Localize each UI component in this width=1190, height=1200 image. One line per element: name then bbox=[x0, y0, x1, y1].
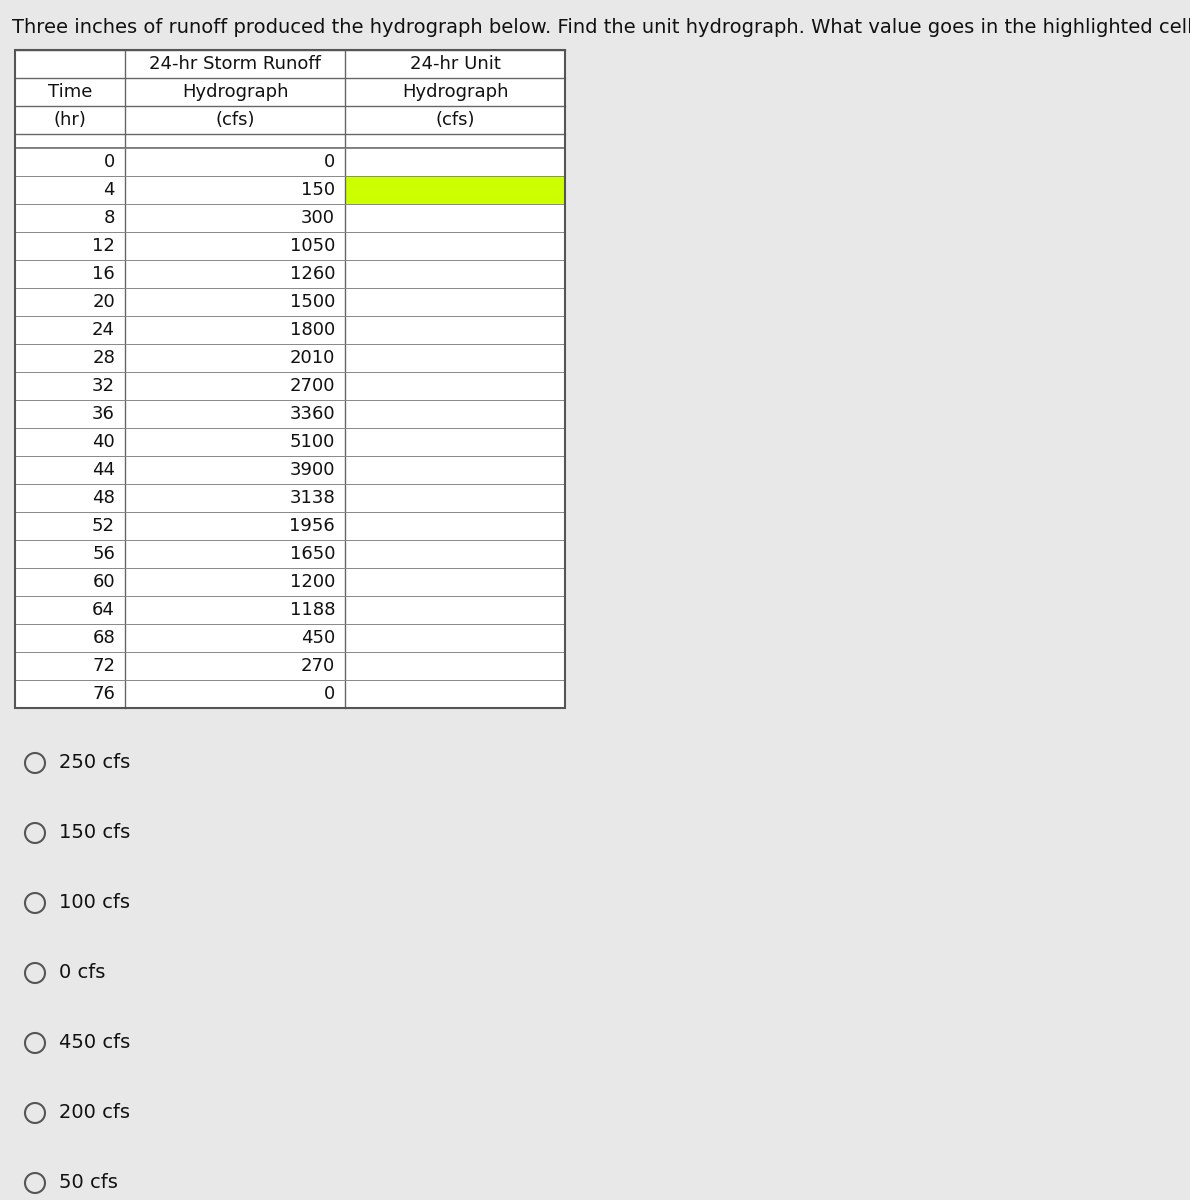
Text: 5100: 5100 bbox=[289, 433, 336, 451]
Text: 68: 68 bbox=[93, 629, 115, 647]
Text: 0: 0 bbox=[324, 685, 336, 703]
Text: 1200: 1200 bbox=[289, 572, 336, 590]
Text: (hr): (hr) bbox=[54, 110, 87, 128]
Text: 1500: 1500 bbox=[289, 293, 336, 311]
Bar bbox=[15, 50, 565, 708]
Bar bbox=[15, 50, 565, 708]
Text: 3138: 3138 bbox=[289, 490, 336, 506]
Text: 270: 270 bbox=[301, 658, 336, 674]
Text: 12: 12 bbox=[92, 236, 115, 254]
Text: 52: 52 bbox=[92, 517, 115, 535]
Text: 3360: 3360 bbox=[289, 404, 336, 422]
Text: 8: 8 bbox=[104, 209, 115, 227]
Text: 16: 16 bbox=[93, 265, 115, 283]
Text: 450: 450 bbox=[301, 629, 336, 647]
Text: 24-hr Unit: 24-hr Unit bbox=[409, 55, 501, 73]
Text: 1260: 1260 bbox=[289, 265, 336, 283]
Text: 1050: 1050 bbox=[289, 236, 336, 254]
Text: 2010: 2010 bbox=[289, 349, 336, 367]
Text: 100 cfs: 100 cfs bbox=[60, 894, 130, 912]
Text: 200 cfs: 200 cfs bbox=[60, 1104, 130, 1122]
Text: 3900: 3900 bbox=[289, 461, 336, 479]
Text: 28: 28 bbox=[92, 349, 115, 367]
Text: 250 cfs: 250 cfs bbox=[60, 754, 130, 773]
Text: 24: 24 bbox=[92, 320, 115, 338]
Text: 56: 56 bbox=[92, 545, 115, 563]
Text: 40: 40 bbox=[93, 433, 115, 451]
Text: 64: 64 bbox=[92, 601, 115, 619]
Bar bbox=[345, 176, 565, 204]
Text: 44: 44 bbox=[92, 461, 115, 479]
Text: 36: 36 bbox=[92, 404, 115, 422]
Text: 1650: 1650 bbox=[289, 545, 336, 563]
Text: 2700: 2700 bbox=[289, 377, 336, 395]
Text: 450 cfs: 450 cfs bbox=[60, 1033, 130, 1052]
Text: 300: 300 bbox=[301, 209, 336, 227]
Text: 150: 150 bbox=[301, 181, 336, 199]
Text: 0 cfs: 0 cfs bbox=[60, 964, 106, 983]
Text: 76: 76 bbox=[92, 685, 115, 703]
Text: 150 cfs: 150 cfs bbox=[60, 823, 130, 842]
Text: Three inches of runoff produced the hydrograph below. Find the unit hydrograph. : Three inches of runoff produced the hydr… bbox=[12, 18, 1190, 37]
Text: 50 cfs: 50 cfs bbox=[60, 1174, 118, 1193]
Text: (cfs): (cfs) bbox=[436, 110, 475, 128]
Text: 1956: 1956 bbox=[289, 517, 336, 535]
Text: Time: Time bbox=[48, 83, 92, 101]
Text: 60: 60 bbox=[93, 572, 115, 590]
Text: 1800: 1800 bbox=[289, 320, 336, 338]
Text: 0: 0 bbox=[324, 152, 336, 170]
Text: 4: 4 bbox=[104, 181, 115, 199]
Text: Hydrograph: Hydrograph bbox=[182, 83, 288, 101]
Text: 32: 32 bbox=[92, 377, 115, 395]
Text: 48: 48 bbox=[92, 490, 115, 506]
Text: 0: 0 bbox=[104, 152, 115, 170]
Text: 1188: 1188 bbox=[289, 601, 336, 619]
Text: 72: 72 bbox=[92, 658, 115, 674]
Text: (cfs): (cfs) bbox=[215, 110, 255, 128]
Text: Hydrograph: Hydrograph bbox=[402, 83, 508, 101]
Text: 20: 20 bbox=[93, 293, 115, 311]
Text: 24-hr Storm Runoff: 24-hr Storm Runoff bbox=[149, 55, 321, 73]
